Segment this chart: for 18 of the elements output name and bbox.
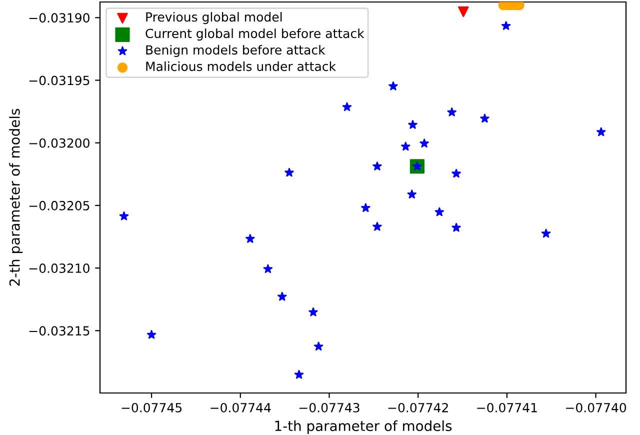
y-tick-label: −0.03210 — [29, 264, 90, 273]
x-tick-label: −0.07741 — [477, 402, 537, 412]
x-tick-label: −0.07744 — [210, 402, 271, 412]
y-tick-label: −0.03190 — [29, 13, 90, 23]
y-tick-label: −0.03200 — [29, 138, 90, 148]
x-axis-title: 1-th parameter of models — [275, 420, 452, 434]
x-tick-label: −0.07742 — [388, 402, 448, 412]
y-axis-title: 2-th parameter of models — [9, 108, 23, 286]
x-tick-label: −0.07740 — [566, 402, 626, 412]
y-tick-label: −0.03215 — [29, 326, 90, 336]
legend-label: Malicious models under attack — [146, 61, 336, 72]
x-tick-label: −0.07745 — [122, 402, 182, 412]
legend-label: Current global model before attack — [146, 28, 364, 41]
y-tick-label: −0.03195 — [29, 76, 90, 86]
legend-label: Benign models before attack — [146, 44, 326, 58]
legend-label: Previous global model — [146, 12, 282, 24]
y-tick-label: −0.03205 — [29, 200, 90, 210]
x-tick-label: −0.07743 — [299, 402, 360, 412]
